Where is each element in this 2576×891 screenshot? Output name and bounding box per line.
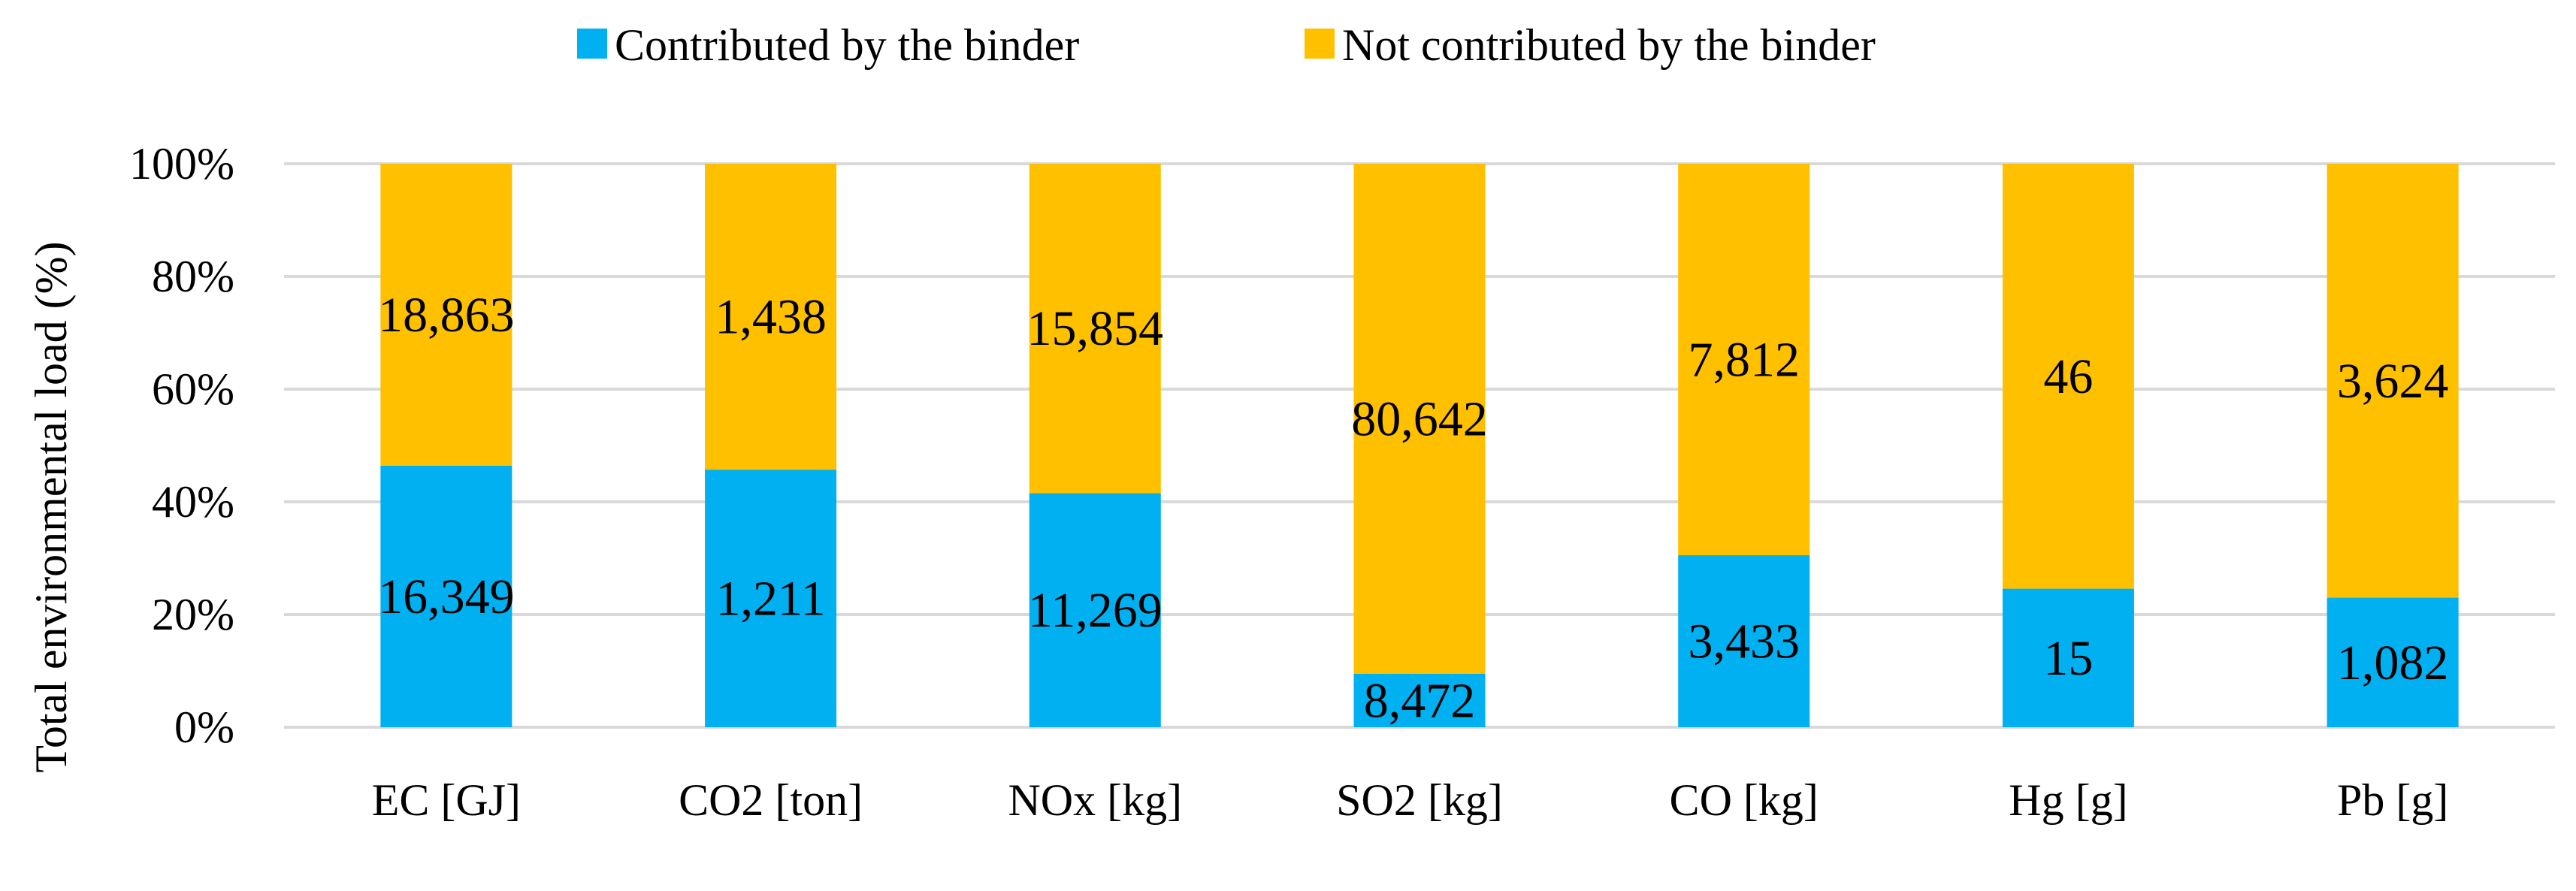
bar-segment	[1678, 555, 1810, 727]
bar-segment	[1029, 164, 1161, 494]
legend-label-contributed: Contributed by the binder	[615, 20, 1079, 70]
x-tick-label: EC [GJ]	[372, 775, 521, 825]
bar-segment	[705, 164, 837, 470]
bars	[380, 164, 2459, 727]
y-tick-label: 0%	[174, 702, 234, 752]
data-label: 7,812	[1688, 333, 1800, 388]
data-label: 80,642	[1351, 391, 1488, 446]
data-label: 3,433	[1688, 615, 1800, 669]
data-label: 11,269	[1028, 583, 1163, 638]
legend: Contributed by the binder Not contribute…	[577, 20, 1876, 70]
bar-segment	[1678, 164, 1810, 556]
data-label: 1,082	[2337, 636, 2449, 690]
bar-segment	[2327, 164, 2459, 598]
data-label: 46	[2043, 349, 2093, 404]
y-tick-label: 100%	[129, 139, 234, 189]
data-label: 15,854	[1027, 301, 1164, 356]
legend-label-not-contributed: Not contributed by the binder	[1342, 20, 1876, 70]
x-tick-label: NOx [kg]	[1008, 775, 1182, 825]
bar-segment	[2002, 164, 2134, 589]
data-label: 1,211	[716, 572, 826, 627]
bar-segment	[1029, 493, 1161, 727]
data-label: 8,472	[1364, 673, 1476, 728]
bar-segment	[1353, 673, 1486, 727]
legend-swatch-contributed	[577, 29, 607, 59]
data-labels: 16,349 18,863 1,211 1,438 11,269 15,854 8,472 8…	[378, 288, 2448, 728]
bar-segment	[1353, 164, 1486, 674]
x-tick-label: CO2 [ton]	[679, 775, 863, 825]
data-label: 15	[2043, 631, 2093, 686]
bar-segment	[2327, 597, 2459, 727]
x-tick-label: CO [kg]	[1670, 775, 1819, 825]
data-label: 18,863	[378, 288, 515, 343]
data-label: 3,624	[2337, 354, 2449, 409]
bar-segment	[380, 465, 512, 727]
x-tick-label: SO2 [kg]	[1336, 775, 1503, 825]
legend-swatch-not-contributed	[1305, 29, 1335, 59]
data-label: 16,349	[378, 569, 515, 624]
x-tick-label: Pb [g]	[2337, 775, 2448, 825]
x-tick-label: Hg [g]	[2009, 775, 2127, 825]
x-axis-ticks: EC [GJ] CO2 [ton] NOx [kg] SO2 [kg] CO [kg] H…	[372, 775, 2449, 825]
y-tick-label: 80%	[152, 252, 234, 301]
bar-segment	[2002, 588, 2134, 727]
bar-segment	[705, 470, 837, 727]
y-axis-label: Total environmental load (%)	[26, 241, 76, 772]
data-label: 1,438	[715, 290, 827, 345]
y-tick-label: 20%	[152, 590, 234, 639]
bar-segment	[380, 164, 512, 466]
y-axis-ticks: 0% 20% 40% 60% 80% 100%	[129, 139, 234, 752]
y-tick-label: 60%	[152, 364, 234, 414]
y-tick-label: 40%	[152, 477, 234, 527]
